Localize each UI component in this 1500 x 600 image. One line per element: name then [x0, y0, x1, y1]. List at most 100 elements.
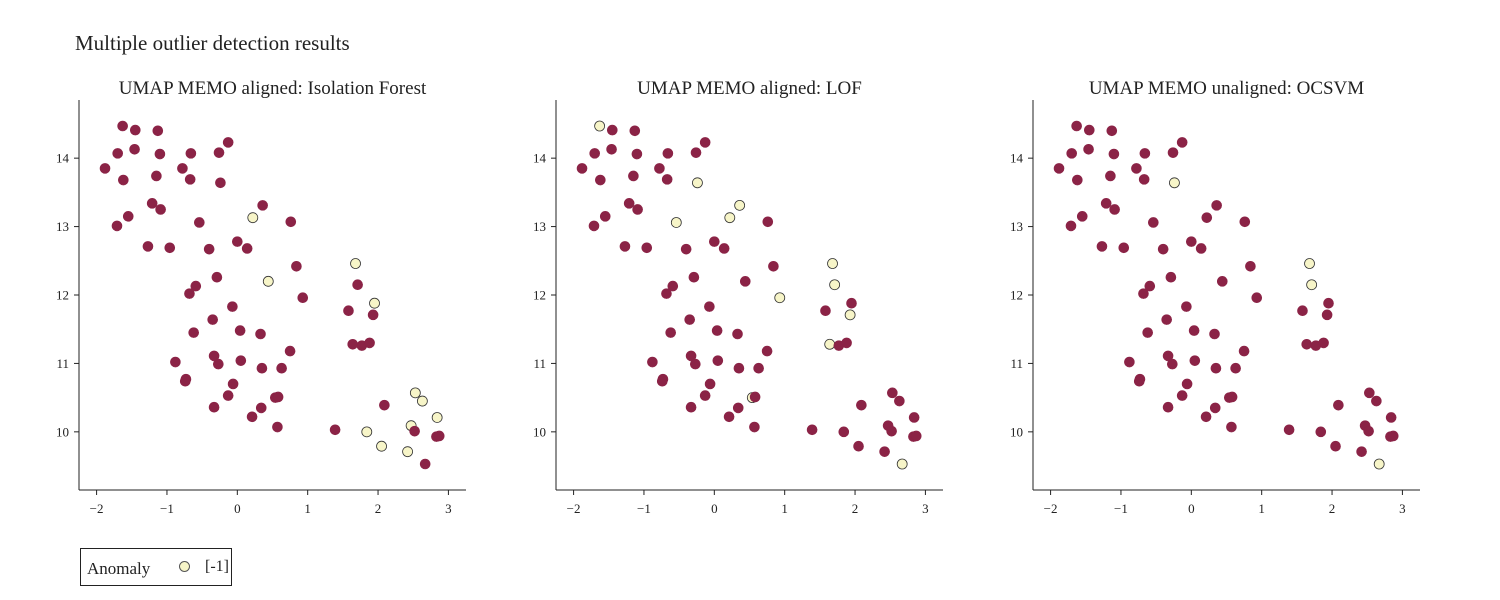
normal-point — [151, 170, 162, 182]
anomaly-point — [247, 212, 259, 224]
normal-point — [111, 220, 123, 232]
normal-point — [1216, 276, 1228, 287]
normal-point — [1161, 314, 1172, 325]
y-tick-label: 11 — [533, 356, 546, 371]
normal-point — [1209, 402, 1221, 414]
normal-point — [894, 395, 905, 407]
normal-point — [1162, 401, 1174, 413]
anomaly-point — [734, 199, 746, 211]
normal-point — [367, 309, 379, 321]
normal-point — [1108, 148, 1120, 160]
normal-point — [718, 243, 730, 254]
normal-point — [154, 148, 166, 160]
normal-point — [1100, 198, 1112, 209]
normal-point — [352, 279, 363, 291]
normal-point — [1181, 378, 1193, 390]
normal-point — [1387, 430, 1399, 442]
normal-point — [190, 280, 202, 292]
normal-point — [887, 387, 898, 399]
normal-point — [1283, 424, 1295, 436]
normal-point — [122, 211, 134, 222]
x-tick-label: 3 — [445, 501, 452, 516]
normal-point — [1148, 217, 1159, 228]
normal-point — [665, 327, 676, 338]
normal-point — [761, 345, 773, 357]
anomaly-point — [844, 309, 856, 321]
normal-point — [379, 399, 390, 411]
normal-point — [255, 328, 266, 340]
y-tick-label: 11 — [56, 356, 69, 371]
normal-point — [1209, 328, 1220, 340]
normal-point — [739, 276, 751, 287]
normal-point — [208, 350, 220, 362]
normal-point — [433, 430, 445, 442]
x-tick-label: 0 — [1188, 501, 1195, 516]
normal-point — [1176, 390, 1188, 401]
normal-point — [1131, 163, 1142, 174]
y-tick-label: 13 — [533, 219, 546, 234]
x-tick-label: −2 — [567, 501, 581, 516]
normal-point — [1238, 345, 1250, 357]
normal-point — [654, 163, 665, 174]
normal-point — [629, 125, 641, 137]
x-tick-label: −2 — [90, 501, 104, 516]
normal-point — [203, 243, 215, 255]
anomaly-point — [670, 217, 682, 228]
normal-point — [886, 425, 897, 437]
normal-point — [1195, 243, 1207, 254]
subplot-title: UMAP MEMO aligned: Isolation Forest — [119, 78, 427, 99]
normal-point — [234, 325, 246, 336]
anomaly-point — [262, 275, 274, 287]
x-tick-label: −2 — [1044, 501, 1058, 516]
normal-point — [117, 120, 128, 132]
y-tick-label: 14 — [56, 151, 70, 166]
normal-point — [129, 143, 140, 155]
normal-point — [343, 305, 354, 317]
anomaly-point — [1373, 458, 1385, 470]
normal-point — [1118, 242, 1130, 254]
normal-point — [1144, 280, 1156, 292]
anomaly-point — [896, 458, 908, 470]
normal-point — [641, 242, 653, 254]
normal-point — [257, 200, 268, 211]
normal-point — [661, 288, 672, 299]
normal-point — [227, 378, 239, 390]
normal-point — [749, 391, 761, 403]
normal-point — [222, 137, 234, 148]
normal-point — [1133, 375, 1145, 387]
normal-point — [1083, 143, 1094, 155]
normal-point — [711, 325, 723, 336]
y-tick-label: 12 — [533, 288, 546, 303]
normal-point — [762, 216, 774, 228]
normal-point — [690, 147, 702, 158]
normal-point — [99, 163, 111, 174]
y-tick-label: 14 — [1010, 151, 1024, 166]
anomaly-point — [829, 279, 841, 291]
normal-point — [732, 328, 743, 340]
x-tick-label: −1 — [1114, 501, 1128, 516]
normal-point — [1186, 236, 1197, 247]
normal-point — [846, 297, 857, 309]
x-tick-label: 3 — [922, 501, 929, 516]
anomaly-point — [692, 177, 703, 189]
normal-point — [699, 137, 711, 148]
normal-point — [1330, 440, 1341, 452]
normal-point — [732, 402, 744, 414]
y-tick-label: 10 — [1010, 424, 1023, 439]
normal-point — [1188, 325, 1200, 336]
normal-point — [684, 314, 695, 325]
x-tick-label: 3 — [1399, 501, 1406, 516]
anomaly-point — [774, 292, 786, 304]
normal-point — [179, 375, 191, 387]
anomaly-point — [350, 258, 361, 269]
normal-point — [1226, 391, 1238, 403]
normal-point — [222, 390, 234, 401]
normal-point — [656, 375, 668, 387]
y-tick-label: 13 — [56, 219, 69, 234]
y-tick-label: 12 — [56, 288, 69, 303]
x-tick-label: −1 — [637, 501, 651, 516]
normal-point — [1245, 260, 1256, 272]
x-tick-label: 0 — [711, 501, 718, 516]
subplot-1: UMAP MEMO aligned: Isolation Forest −2 −1 0… — [56, 78, 466, 516]
